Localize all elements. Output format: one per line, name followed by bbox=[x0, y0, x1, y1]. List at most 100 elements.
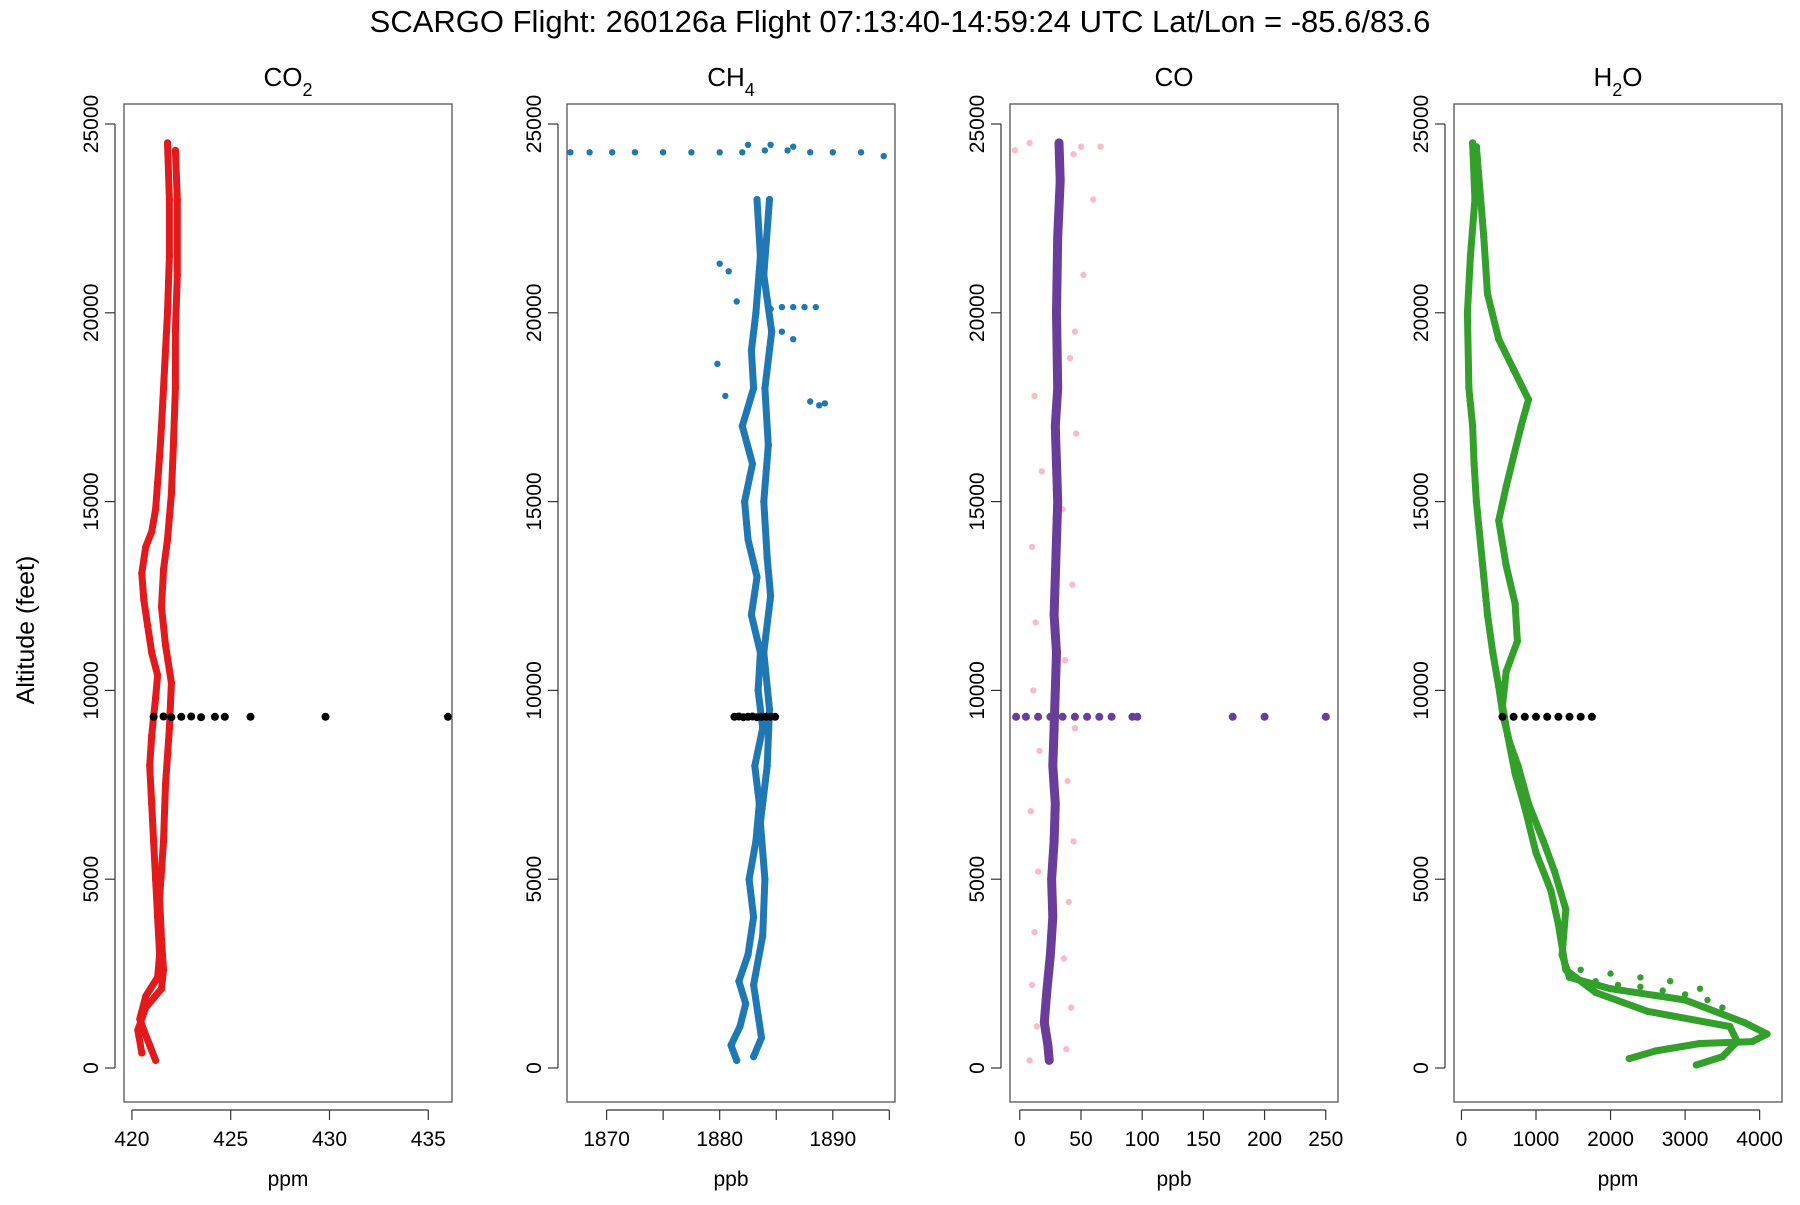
data-point bbox=[1066, 354, 1074, 362]
data-point bbox=[146, 1041, 154, 1049]
data-point bbox=[1061, 657, 1069, 664]
x-axis: 1870 1880 1890 bbox=[583, 1109, 890, 1151]
x-tick-label: 425 bbox=[213, 1128, 248, 1151]
data-point bbox=[1097, 143, 1104, 150]
data-point bbox=[760, 271, 768, 279]
data-point bbox=[761, 147, 769, 154]
data-point bbox=[763, 762, 771, 770]
data-point bbox=[1133, 712, 1142, 721]
y-tick-label: 5000 bbox=[80, 856, 103, 903]
data-point bbox=[567, 149, 574, 156]
data-point bbox=[1046, 951, 1054, 959]
data-point bbox=[159, 712, 168, 721]
panel-title: H2O bbox=[1593, 62, 1642, 100]
data-point bbox=[1054, 384, 1062, 392]
data-point bbox=[1763, 1030, 1771, 1038]
data-point bbox=[733, 1056, 741, 1064]
data-point bbox=[1051, 686, 1059, 695]
data-point bbox=[1614, 981, 1622, 989]
data-point bbox=[1509, 712, 1518, 721]
data-point bbox=[1520, 712, 1529, 721]
data-point bbox=[807, 398, 814, 405]
data-point bbox=[148, 800, 156, 808]
data-point bbox=[1495, 335, 1503, 343]
data-point bbox=[1043, 988, 1051, 997]
data-point bbox=[768, 328, 776, 336]
data-point bbox=[1570, 974, 1577, 981]
data-point bbox=[167, 679, 175, 687]
y-tick-label: 20000 bbox=[523, 284, 546, 342]
data-point bbox=[753, 573, 761, 581]
data-point bbox=[807, 149, 814, 156]
data-point bbox=[759, 724, 767, 732]
data-point bbox=[1068, 1004, 1075, 1011]
series-group bbox=[567, 141, 887, 1064]
series-group bbox=[1463, 139, 1771, 1069]
data-point bbox=[757, 1034, 766, 1042]
data-point bbox=[1072, 430, 1080, 437]
data-point bbox=[1517, 422, 1525, 430]
data-point bbox=[1495, 683, 1503, 691]
x-tick-label: 100 bbox=[1125, 1128, 1160, 1151]
x-tick-label: 1880 bbox=[696, 1128, 743, 1151]
series-line-1 bbox=[136, 139, 173, 1064]
data-point bbox=[764, 441, 772, 449]
data-point bbox=[763, 554, 771, 562]
y-axis: 0 5000 10000 15000 20000 25000 bbox=[966, 95, 1002, 1074]
data-point bbox=[1321, 712, 1330, 721]
data-point bbox=[735, 977, 743, 985]
data-point bbox=[767, 320, 774, 328]
data-point bbox=[790, 336, 797, 343]
data-point bbox=[1030, 687, 1037, 694]
data-point bbox=[778, 328, 786, 335]
y-tick-label: 10000 bbox=[523, 661, 546, 719]
data-point bbox=[140, 596, 148, 604]
data-point bbox=[150, 837, 158, 846]
data-point bbox=[1052, 535, 1061, 544]
data-point bbox=[1719, 1004, 1726, 1011]
data-point bbox=[1044, 1041, 1052, 1049]
data-point bbox=[1704, 996, 1711, 1004]
data-point bbox=[1625, 1055, 1633, 1063]
data-point bbox=[159, 966, 168, 974]
y-tick-label: 5000 bbox=[966, 856, 989, 903]
data-point bbox=[1056, 177, 1064, 185]
data-point bbox=[829, 149, 836, 156]
data-point bbox=[1637, 983, 1644, 990]
data-point bbox=[1565, 712, 1574, 721]
data-point bbox=[1472, 498, 1480, 506]
y-axis-label: Altitude (feet) bbox=[12, 556, 40, 705]
data-point bbox=[1498, 712, 1507, 721]
data-point bbox=[816, 402, 823, 409]
data-point bbox=[1502, 667, 1510, 676]
data-point bbox=[1521, 803, 1529, 812]
data-point bbox=[1033, 1023, 1041, 1030]
data-point bbox=[736, 1022, 744, 1031]
data-point bbox=[152, 694, 160, 702]
data-point bbox=[1031, 928, 1038, 936]
data-point bbox=[1577, 966, 1584, 973]
data-point bbox=[1480, 233, 1488, 241]
series-group bbox=[1011, 138, 1330, 1065]
data-point bbox=[1718, 1053, 1726, 1061]
y-tick-label: 0 bbox=[1410, 1062, 1433, 1074]
data-point bbox=[1681, 991, 1689, 998]
data-point bbox=[751, 762, 759, 770]
data-point bbox=[159, 384, 168, 392]
data-point bbox=[1726, 1022, 1734, 1031]
data-point bbox=[1058, 712, 1067, 721]
data-point bbox=[148, 649, 156, 657]
data-point bbox=[1524, 396, 1533, 404]
y-tick-label: 15000 bbox=[80, 472, 103, 530]
y-tick-label: 25000 bbox=[80, 95, 103, 153]
data-point bbox=[1083, 712, 1092, 721]
data-point bbox=[1465, 384, 1473, 392]
y-tick-label: 10000 bbox=[1410, 661, 1433, 719]
data-point bbox=[739, 149, 746, 156]
data-point bbox=[725, 268, 732, 275]
y-tick-label: 0 bbox=[80, 1062, 103, 1074]
data-point bbox=[754, 1011, 762, 1019]
panel-1: CO2 420 425 430 435 ppm 0 5000 10000 15000 20000 25… bbox=[80, 62, 453, 1191]
data-point bbox=[747, 347, 756, 355]
data-point bbox=[1471, 195, 1479, 204]
